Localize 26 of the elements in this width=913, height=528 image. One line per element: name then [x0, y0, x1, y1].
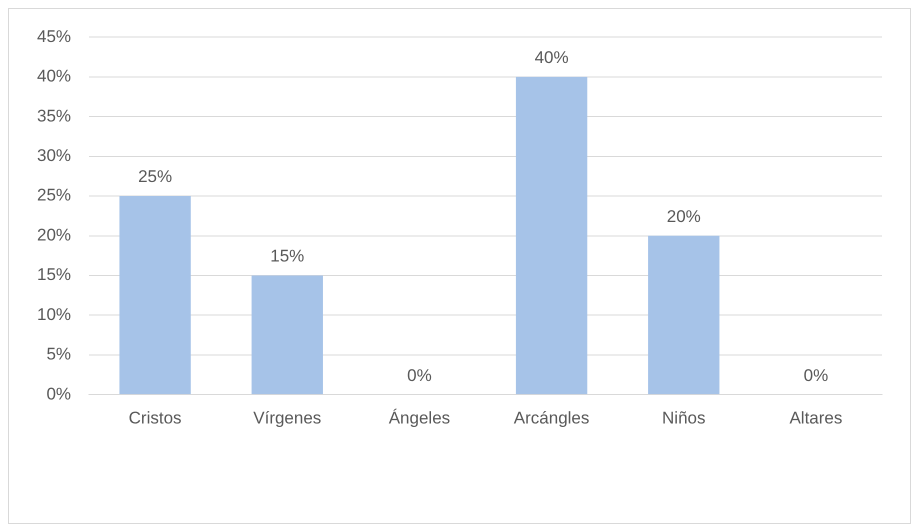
- x-tick-label: Niños: [662, 408, 706, 428]
- y-tick-label: 35%: [36, 106, 72, 126]
- y-tick-label: 0%: [46, 384, 72, 404]
- x-tick-label: Arcángles: [514, 408, 590, 428]
- y-tick-label: 45%: [36, 26, 72, 46]
- data-label: 20%: [666, 206, 701, 226]
- y-tick-label: 40%: [36, 66, 72, 86]
- bar: [252, 275, 323, 394]
- data-label: 40%: [534, 48, 569, 68]
- data-label: 0%: [804, 366, 828, 385]
- y-tick-label: 20%: [36, 225, 72, 244]
- x-tick-label: Altares: [789, 408, 842, 428]
- x-tick-label: Vírgenes: [253, 408, 322, 428]
- x-tick-label: Cristos: [128, 408, 182, 428]
- bar: [516, 76, 588, 394]
- data-label: 15%: [270, 246, 304, 266]
- x-tick-label: Ángeles: [388, 408, 450, 428]
- y-tick-label: 5%: [46, 344, 72, 364]
- y-tick-label: 25%: [36, 186, 72, 205]
- bar: [119, 196, 191, 394]
- bar: [648, 236, 720, 394]
- y-tick-label: 30%: [36, 146, 72, 166]
- data-label: 25%: [138, 167, 172, 186]
- y-tick-label: 10%: [36, 304, 72, 324]
- y-tick-label: 15%: [36, 265, 72, 284]
- data-label: 0%: [407, 366, 432, 385]
